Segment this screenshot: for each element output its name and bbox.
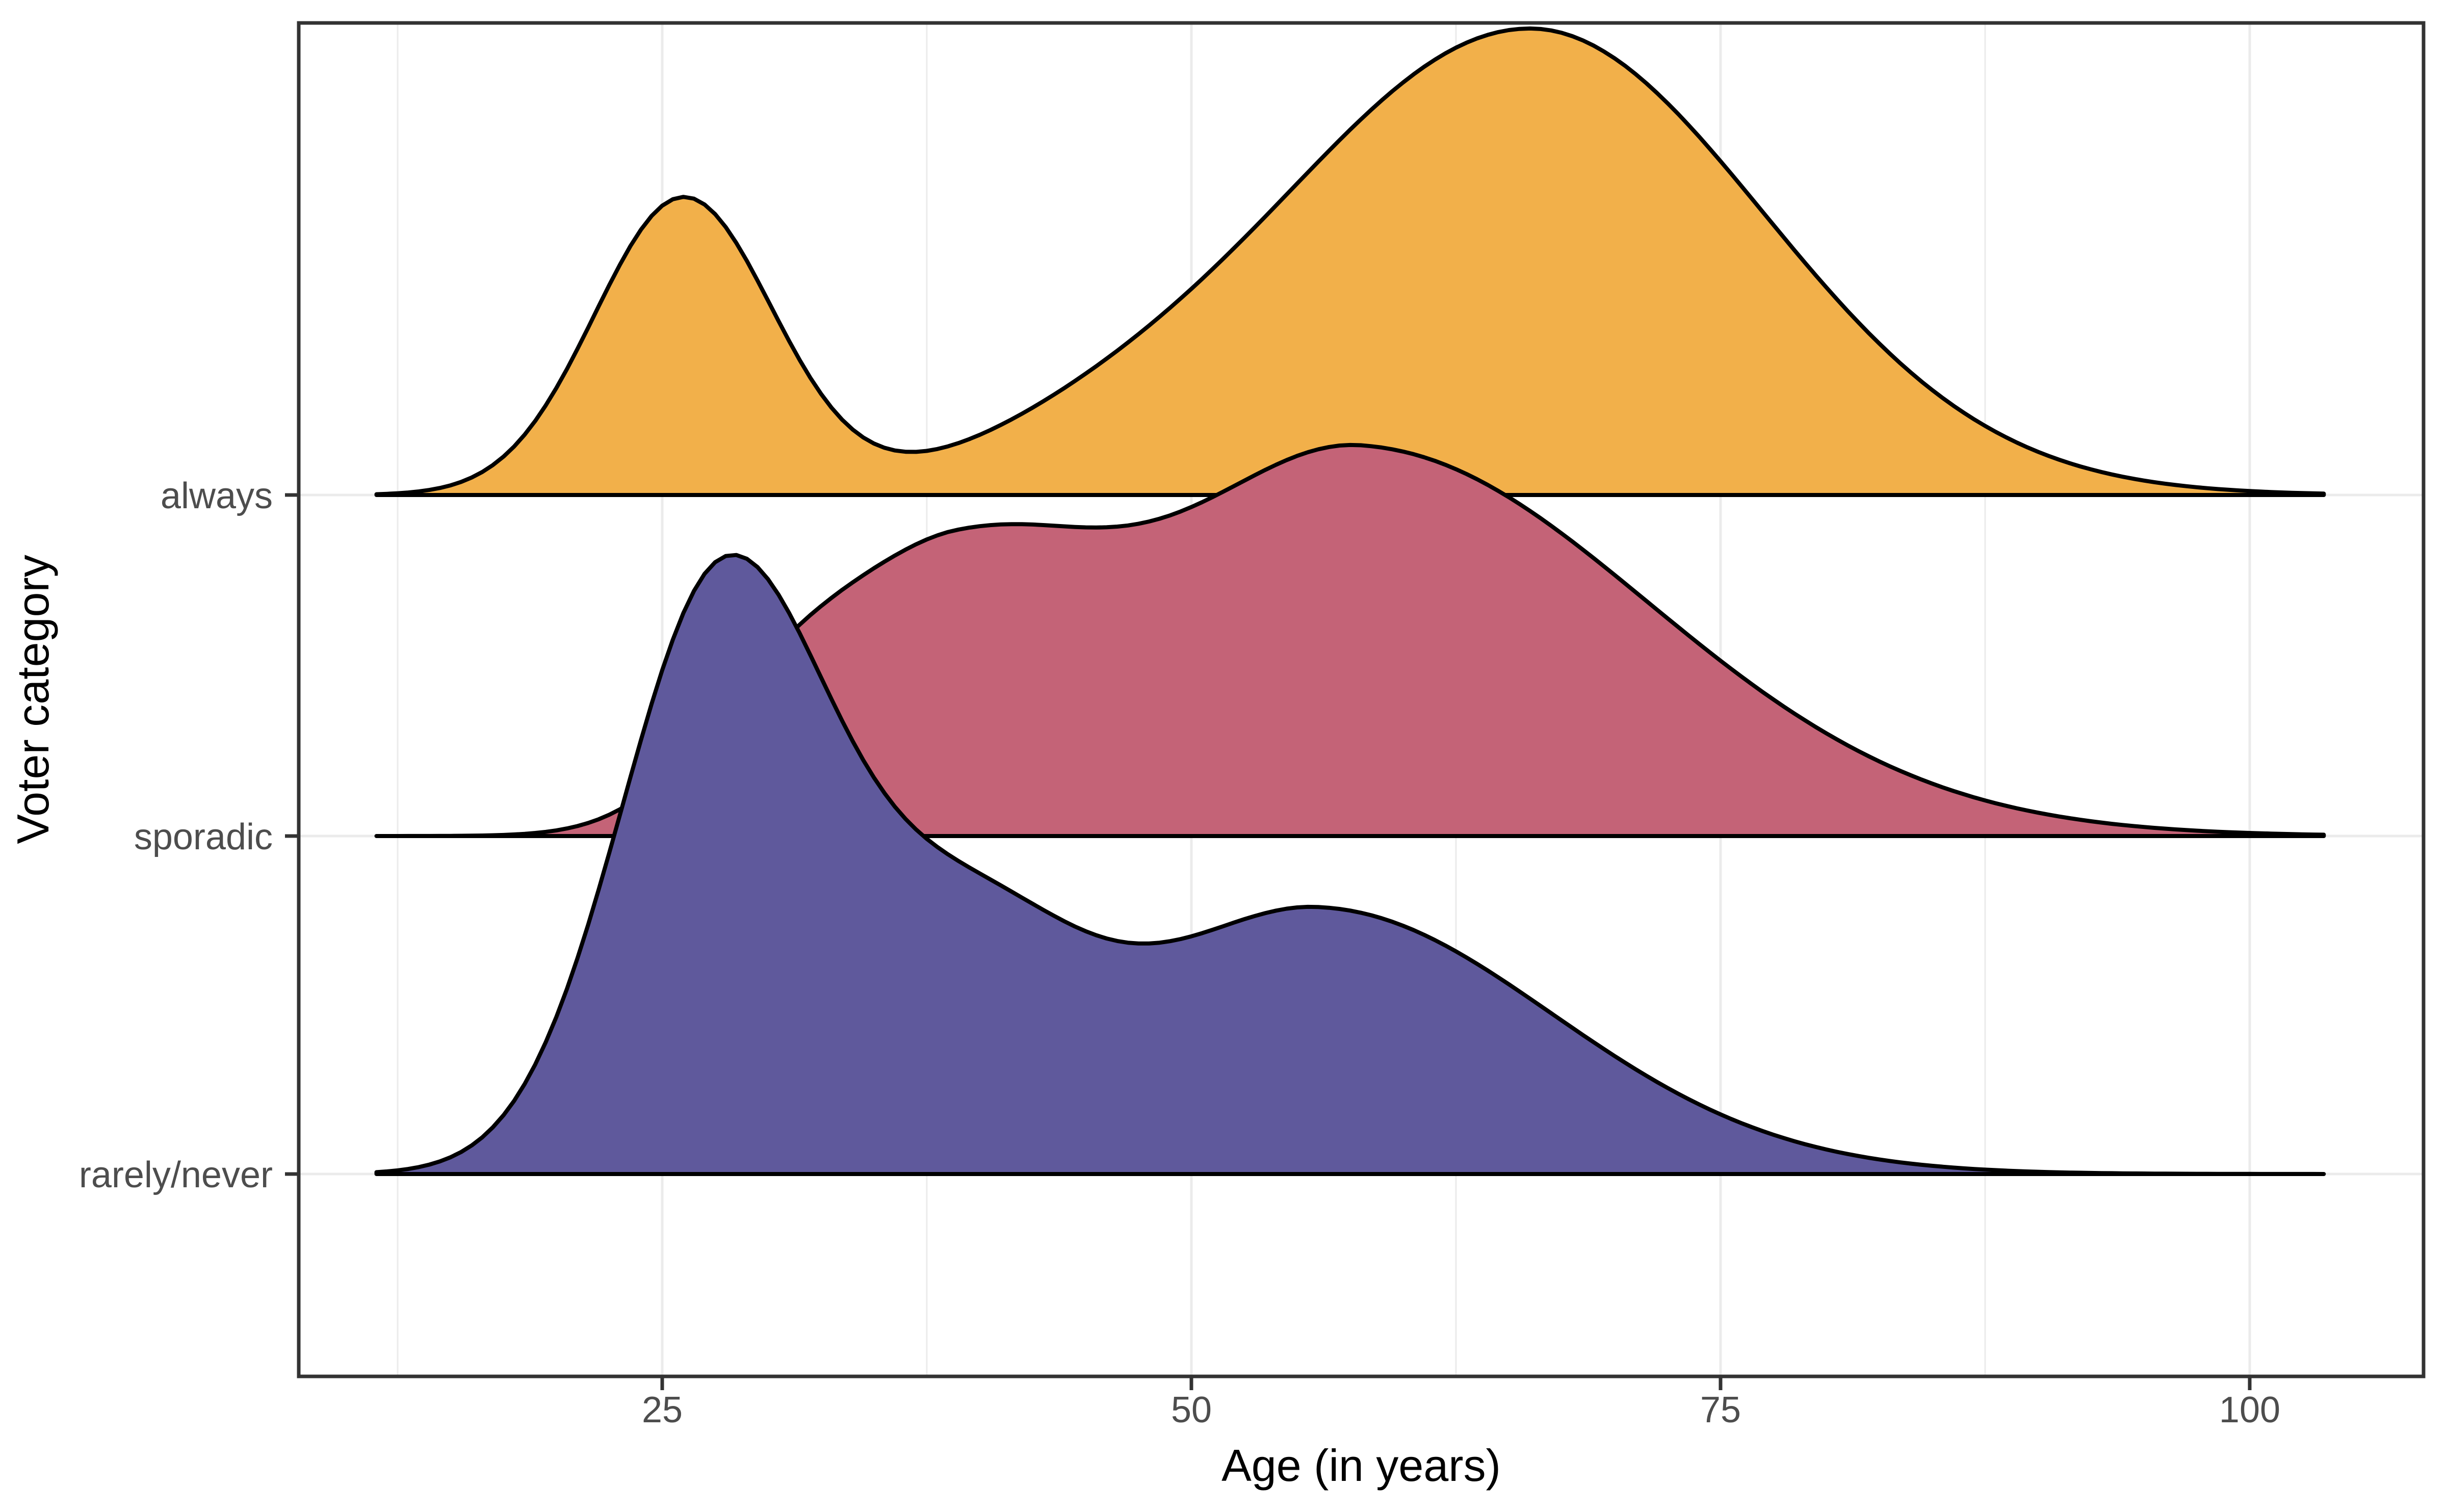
y-axis-title: Voter category xyxy=(8,555,58,844)
y-category-label-rarely-never: rarely/never xyxy=(79,1155,273,1195)
x-tick-label-25: 25 xyxy=(642,1390,683,1430)
y-category-label-always: always xyxy=(161,476,273,516)
x-axis-ticks xyxy=(660,1376,2252,1390)
y-category-label-sporadic: sporadic xyxy=(134,817,273,857)
panel-border xyxy=(297,21,2426,1378)
density-rarely-never xyxy=(374,553,2326,1176)
y-axis-category-labels: always sporadic rarely/never xyxy=(79,476,273,1195)
y-axis-ticks xyxy=(285,493,299,1176)
x-tick-label-100: 100 xyxy=(2219,1390,2280,1430)
density-always xyxy=(374,26,2326,497)
x-tick-label-50: 50 xyxy=(1171,1390,1212,1430)
density-curves xyxy=(374,26,2326,1176)
x-axis-tick-labels: 25 50 75 100 xyxy=(642,1390,2280,1430)
x-tick-label-75: 75 xyxy=(1700,1390,1741,1430)
x-axis-title: Age (in years) xyxy=(1221,1440,1501,1491)
